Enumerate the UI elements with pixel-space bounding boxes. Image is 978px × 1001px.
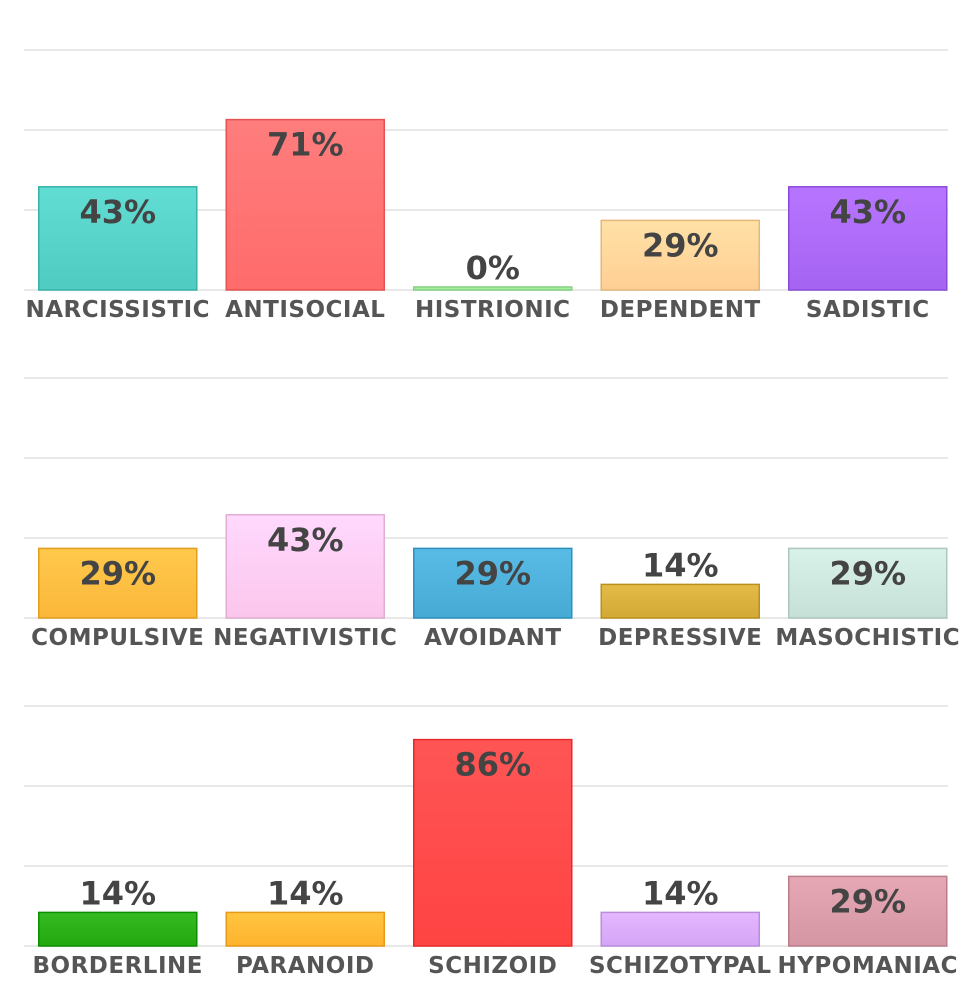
value-label: 29% — [829, 554, 906, 592]
bar-avoidant — [413, 547, 573, 619]
value-label: 43% — [267, 521, 344, 559]
category-label: DEPRESSIVE — [598, 625, 762, 651]
value-label: 14% — [642, 546, 719, 584]
bar-borderline — [38, 911, 198, 947]
bar-antisocial — [225, 118, 385, 291]
category-label: HISTRIONIC — [415, 297, 571, 323]
bar-masochistic — [788, 547, 948, 619]
value-label: 14% — [642, 874, 719, 912]
category-label: MASOCHISTIC — [775, 625, 960, 651]
category-label: DEPENDENT — [600, 297, 761, 323]
value-label: 29% — [454, 554, 531, 592]
category-label: HYPOMANIAC — [778, 953, 959, 979]
value-label: 43% — [79, 193, 156, 231]
value-label: 71% — [267, 126, 344, 164]
bar-dependent — [600, 219, 760, 291]
value-label: 14% — [79, 874, 156, 912]
bar-sadistic — [788, 186, 948, 291]
value-label: 86% — [454, 746, 531, 784]
bar-paranoid — [225, 911, 385, 947]
bar-schizotypal — [600, 911, 760, 947]
bar-schizoid — [413, 738, 573, 947]
value-label: 29% — [79, 554, 156, 592]
bar-narcissistic — [38, 186, 198, 291]
category-label: AVOIDANT — [424, 625, 562, 651]
value-label: 29% — [642, 226, 719, 264]
category-label: SCHIZOID — [428, 953, 557, 979]
category-label: PARANOID — [236, 953, 375, 979]
bar-compulsive — [38, 547, 198, 619]
category-label: ANTISOCIAL — [225, 297, 385, 323]
bar-chart-3: 14% BORDERLINE 14% PARANOID 86% SCHIZOID 14% SC… — [24, 705, 959, 979]
category-label: SADISTIC — [806, 297, 930, 323]
bar-negativistic — [225, 514, 385, 619]
bar-chart-1: 43% NARCISSISTIC 71% ANTISOCIAL 0% HISTRIONIC… — [24, 49, 948, 323]
category-label: NEGATIVISTIC — [213, 625, 397, 651]
category-label: COMPULSIVE — [31, 625, 204, 651]
bar-depressive — [600, 583, 760, 619]
value-label: 43% — [829, 193, 906, 231]
category-label: SCHIZOTYPAL — [589, 953, 772, 979]
bar-hypomaniac — [788, 875, 948, 947]
bar-histrionic — [413, 286, 573, 291]
value-label: 29% — [829, 882, 906, 920]
value-label: 0% — [466, 249, 520, 287]
bar-chart-2: 29% COMPULSIVE 43% NEGATIVISTIC 29% AVOIDANT 1… — [24, 377, 960, 651]
category-label: BORDERLINE — [33, 953, 203, 979]
category-label: NARCISSISTIC — [25, 297, 210, 323]
value-label: 14% — [267, 874, 344, 912]
